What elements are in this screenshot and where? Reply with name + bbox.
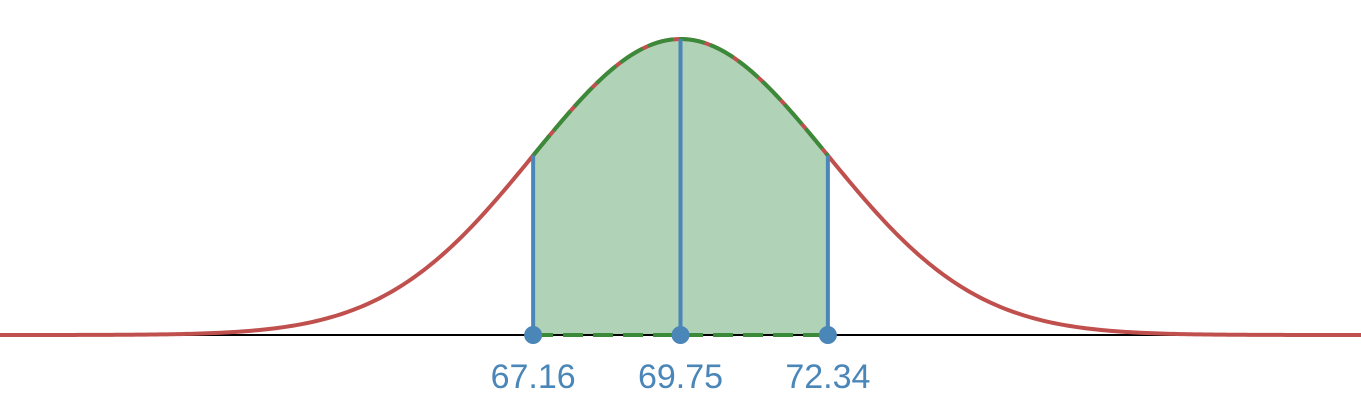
tick-label-0: 67.16 (491, 358, 576, 396)
marker-dot-1 (671, 326, 690, 344)
tick-label-2: 72.34 (785, 358, 870, 396)
marker-group (524, 39, 837, 344)
marker-dot-2 (818, 326, 837, 344)
tick-label-1: 69.75 (638, 358, 723, 396)
marker-dot-0 (524, 326, 543, 344)
tick-label-group: 67.16 69.75 72.34 (491, 358, 871, 396)
